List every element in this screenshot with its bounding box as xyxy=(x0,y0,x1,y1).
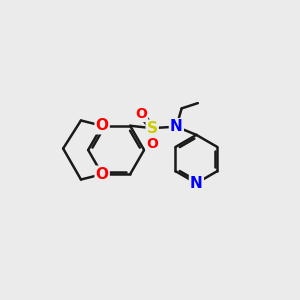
Text: O: O xyxy=(96,118,109,133)
Text: O: O xyxy=(135,107,147,121)
Text: O: O xyxy=(96,167,109,182)
Text: N: N xyxy=(170,119,183,134)
Text: N: N xyxy=(190,176,203,191)
Text: O: O xyxy=(146,137,158,151)
Text: S: S xyxy=(147,121,158,136)
